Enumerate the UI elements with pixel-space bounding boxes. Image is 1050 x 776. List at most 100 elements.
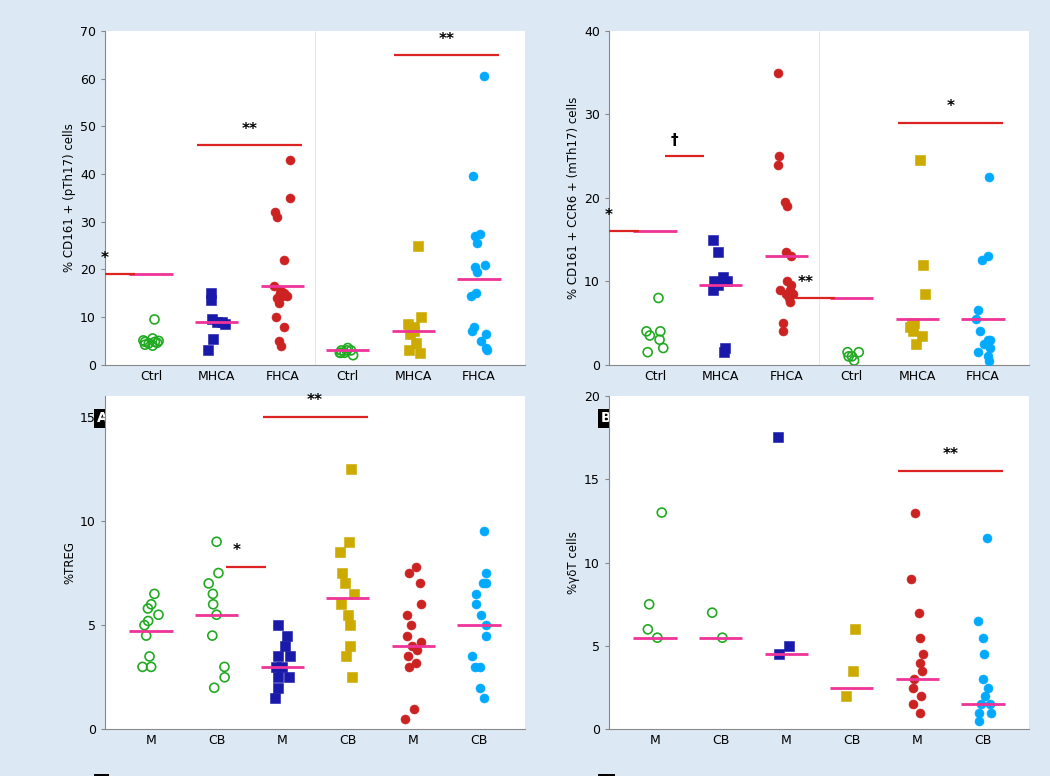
Point [981,171,998,183]
Point [640,598,657,611]
Point [270,334,287,347]
Point [134,660,151,673]
Point [973,255,990,267]
Point [971,348,988,360]
Point [466,660,483,673]
Point [282,650,299,663]
Point [405,325,422,338]
Text: Maternal: Maternal [189,421,244,435]
Point [407,656,424,669]
Text: *: * [101,251,109,266]
Point [275,287,292,300]
Point [278,629,295,642]
Point [655,341,672,354]
Point [143,660,160,673]
Point [912,690,929,702]
Point [970,706,987,719]
Point [902,321,919,334]
Point [980,250,996,262]
Point [401,566,418,579]
Text: **: ** [798,275,814,289]
Point [345,587,362,600]
Text: †: † [671,133,678,148]
Point [402,619,419,632]
Point [914,665,930,677]
Point [413,311,429,324]
Point [274,660,291,673]
Point [650,292,667,304]
Text: A: A [97,411,107,425]
Point [980,334,996,346]
Point [846,623,863,636]
Point [775,325,792,338]
Point [704,607,720,619]
Point [405,702,422,715]
Text: **: ** [942,448,959,462]
Point [333,345,350,357]
Text: **: ** [307,393,323,408]
Point [975,338,992,350]
Point [150,608,167,621]
Point [904,681,921,694]
Point [274,289,291,302]
Point [463,289,480,302]
Point [399,650,416,663]
Point [276,320,293,333]
Point [782,279,799,292]
Point [770,67,786,79]
Point [980,681,996,694]
Point [905,317,922,329]
Point [917,288,933,300]
Point [710,279,727,292]
Point [205,332,222,345]
Point [472,334,489,347]
Point [270,296,287,309]
Point [717,341,734,354]
Text: *: * [605,208,613,223]
Point [982,341,999,354]
Point [468,237,485,249]
Point [342,345,359,357]
Point [465,320,482,333]
Point [915,648,931,660]
Point [970,304,987,317]
Point [336,347,353,359]
Point [269,619,286,632]
Point [714,632,731,644]
Point [214,316,231,328]
Point [478,577,495,590]
Point [975,648,992,660]
Point [772,283,789,296]
Point [400,318,417,331]
Point [471,227,488,240]
Point [782,250,799,262]
Point [477,258,493,271]
Point [136,336,153,348]
Point [904,325,921,338]
Point [968,313,985,325]
Point [467,230,484,242]
Point [204,314,220,326]
Text: **: ** [242,122,257,137]
Y-axis label: % CD161 + (pTh17) cells: % CD161 + (pTh17) cells [63,123,76,272]
Point [147,336,164,348]
Point [333,598,350,611]
Point [203,294,219,307]
Point [337,650,354,663]
Y-axis label: %TREG: %TREG [63,541,76,584]
Point [408,644,425,656]
Point [969,346,986,359]
Text: **: ** [438,32,455,47]
Point [140,602,156,615]
Point [334,566,351,579]
Point [915,258,931,271]
Point [150,334,167,347]
Text: B: B [601,411,611,425]
Point [850,346,867,359]
Point [969,615,986,627]
Point [478,341,495,354]
Point [203,287,219,300]
Point [143,598,160,611]
Point [402,327,419,340]
Point [341,535,358,548]
